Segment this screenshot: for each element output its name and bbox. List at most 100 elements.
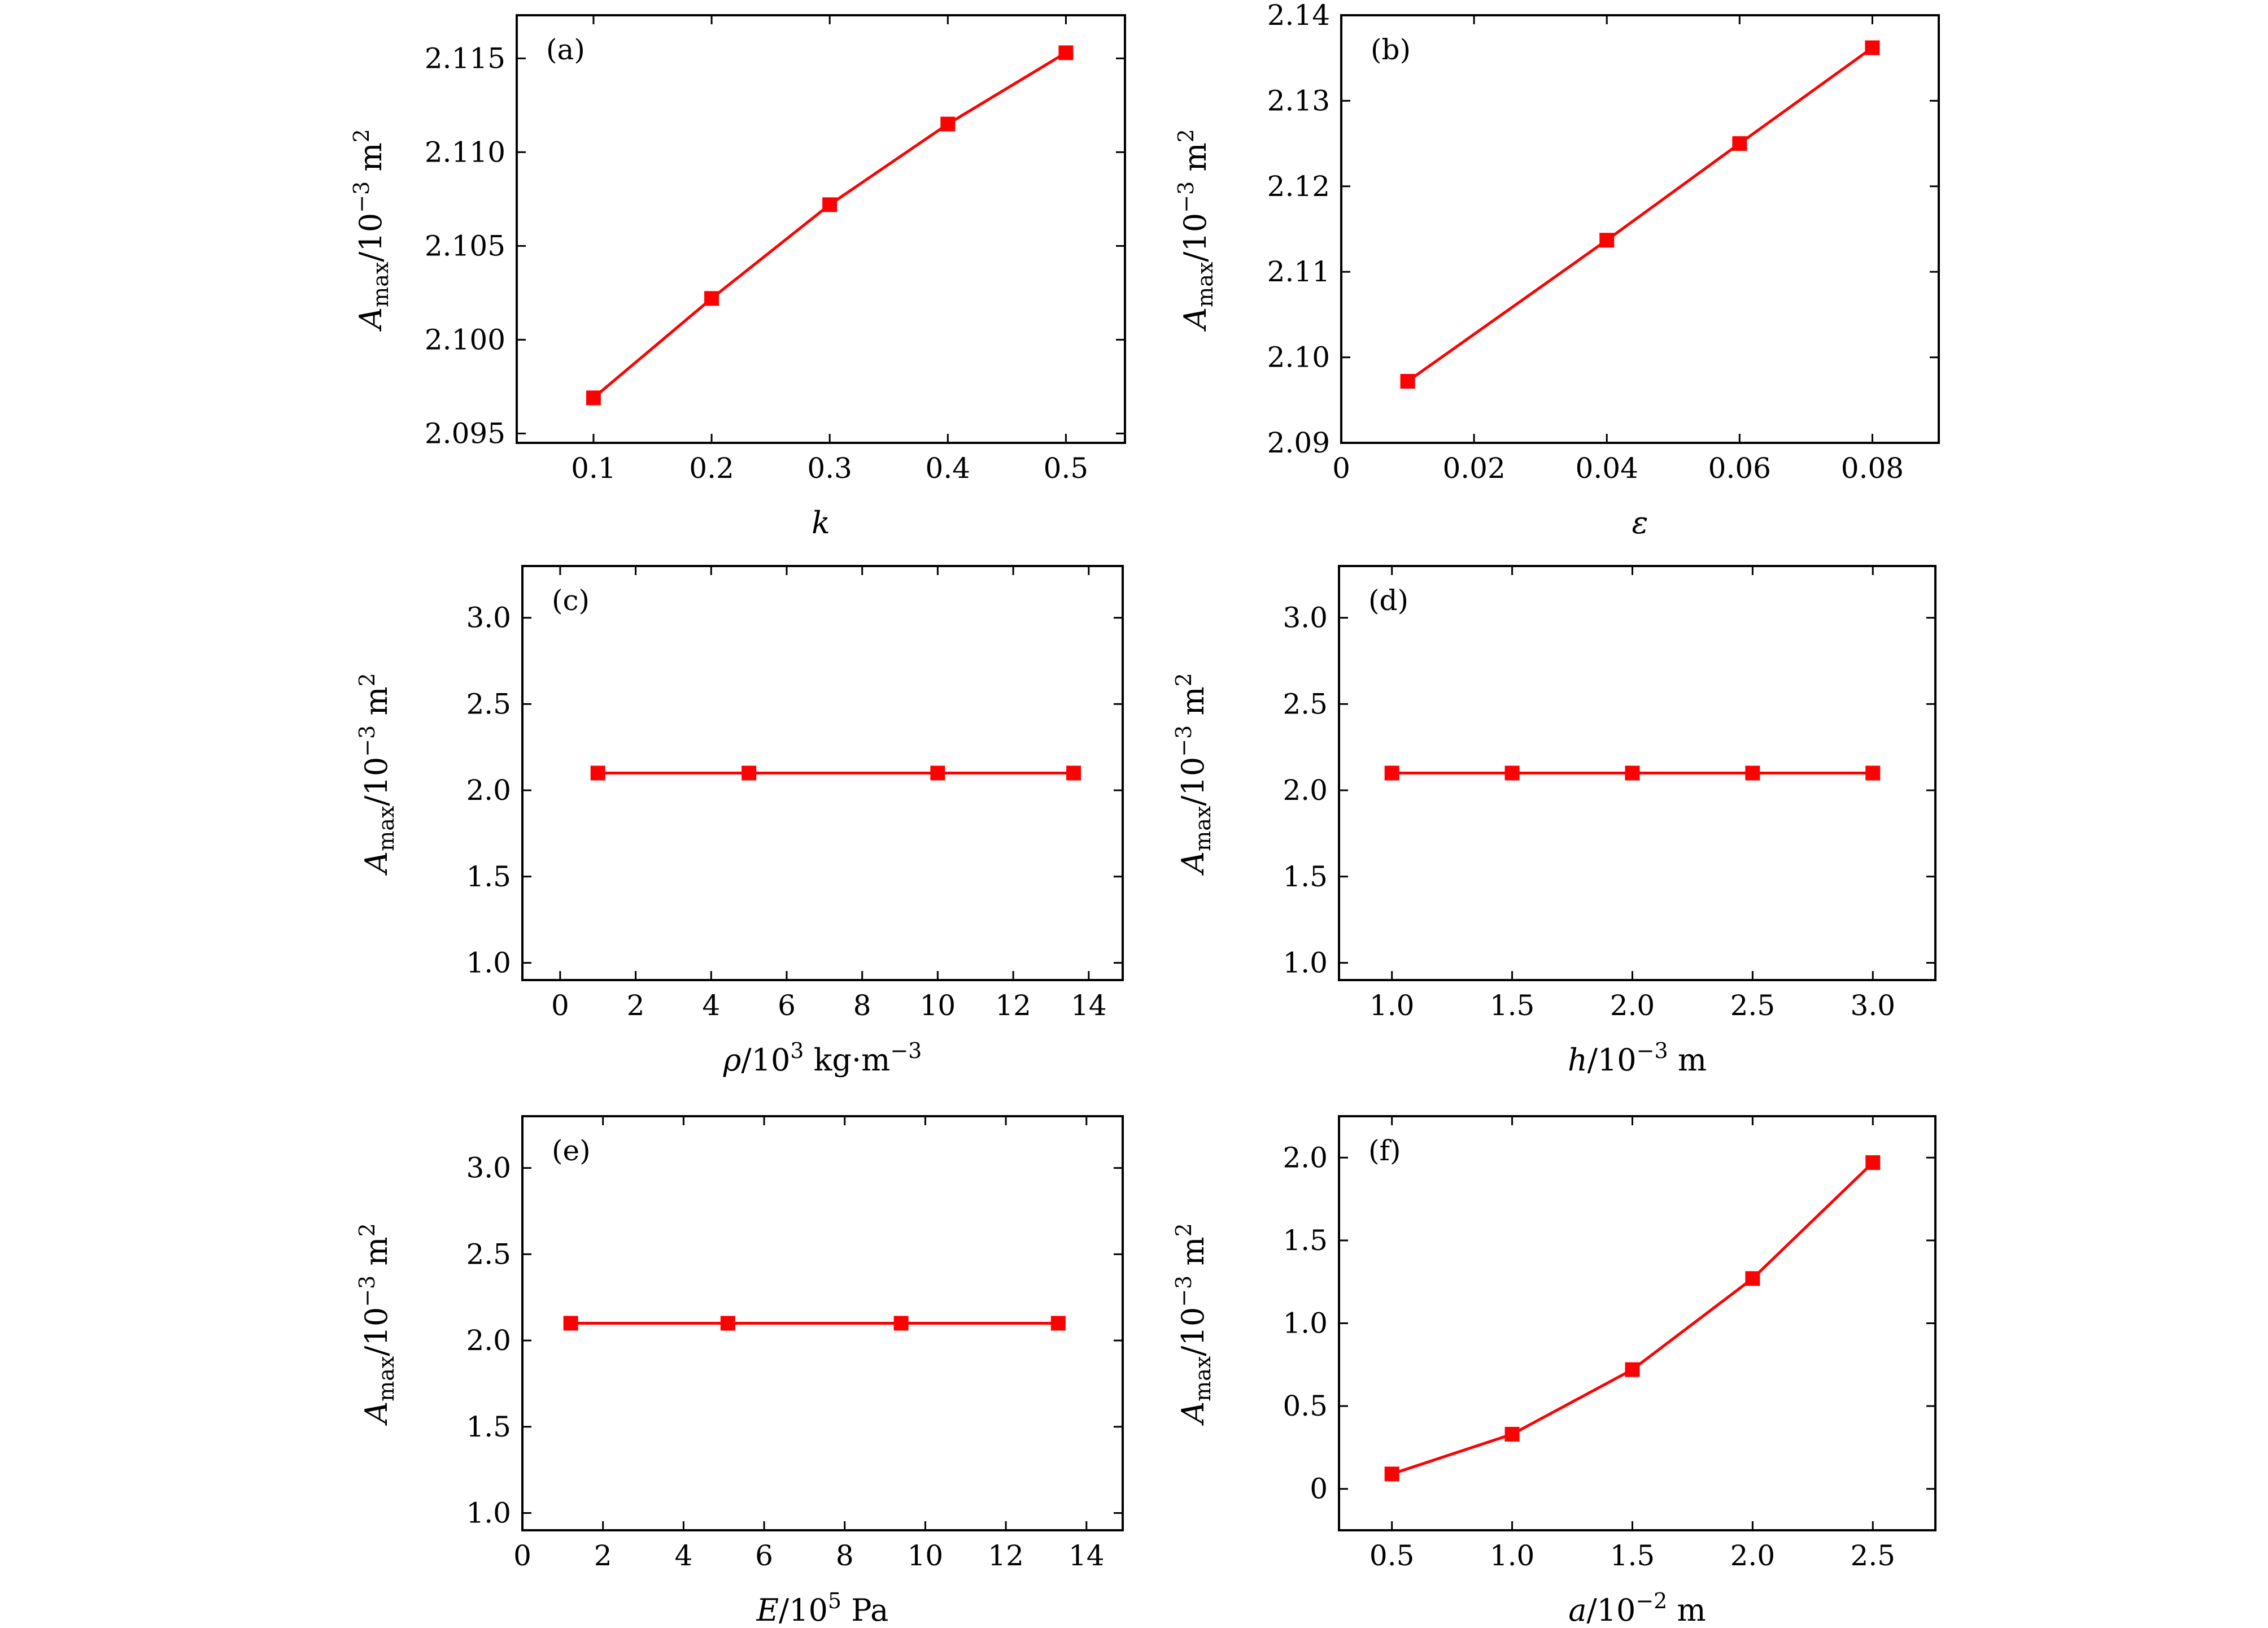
plot-frame	[516, 14, 1126, 444]
x-axis-unit-exponent: −3	[890, 1038, 922, 1063]
y-axis-label: Amax/10−3 m2	[355, 673, 399, 876]
y-axis-label: Amax/10−3 m2	[1174, 129, 1218, 332]
y-axis-symbol: A	[359, 1401, 394, 1426]
x-tick-label: 4	[702, 989, 720, 1022]
y-axis-label: Amax/10−3 m2	[349, 129, 393, 332]
x-tick-label: 2.5	[1730, 989, 1776, 1022]
data-point	[1599, 233, 1615, 248]
y-axis-unit: m	[1177, 142, 1213, 181]
x-axis-label: ε	[1632, 505, 1648, 541]
y-axis-exponent: −3	[355, 725, 380, 757]
y-axis-unit-exponent: 2	[355, 673, 380, 686]
x-tick-label: 14	[1071, 989, 1107, 1022]
x-tick-label: 0.06	[1708, 452, 1771, 485]
x-tick-label: 1.0	[1369, 989, 1415, 1022]
y-axis-label: Amax/10−3 m2	[1171, 673, 1215, 876]
y-tick-label: 2.10	[1267, 341, 1330, 374]
x-axis-unit-base: /10	[1586, 1592, 1635, 1628]
data-point	[893, 1316, 909, 1331]
y-axis-subscript: max	[374, 806, 399, 851]
plot-frame	[521, 565, 1124, 981]
x-tick-label: 10	[908, 1539, 944, 1572]
y-tick-label: 1.5	[466, 860, 511, 893]
data-point	[586, 390, 601, 406]
x-tick-label: 0	[551, 989, 569, 1022]
y-axis-unit-base: /10	[1175, 1307, 1211, 1356]
x-axis-unit: kg·m	[804, 1042, 890, 1078]
y-tick-label: 2.0	[466, 1324, 511, 1357]
y-tick-label: 1.5	[1283, 1224, 1328, 1257]
y-tick-label: 2.14	[1267, 0, 1330, 32]
data-point	[1732, 136, 1747, 151]
y-axis-exponent: −3	[1171, 1276, 1196, 1307]
data-point	[704, 291, 719, 306]
y-tick-label: 1.5	[1283, 860, 1328, 893]
y-tick-label: 2.5	[466, 687, 511, 720]
y-axis-unit: m	[359, 686, 394, 725]
x-tick-label: 14	[1068, 1539, 1105, 1572]
data-point	[1384, 765, 1399, 781]
y-axis-unit-exponent: 2	[1171, 1223, 1196, 1237]
y-tick-label: 0	[1310, 1473, 1328, 1505]
y-axis-unit-exponent: 2	[349, 129, 374, 142]
data-point	[1625, 1362, 1640, 1377]
y-axis-label: Amax/10−3 m2	[355, 1223, 399, 1426]
y-tick-label: 2.115	[425, 42, 505, 75]
y-axis-unit: m	[359, 1237, 394, 1275]
x-axis-symbol: ρ	[723, 1042, 742, 1078]
x-axis-exponent: 5	[828, 1588, 841, 1613]
x-tick-label: 1.5	[1610, 1539, 1655, 1572]
y-tick-label: 1.0	[1283, 1307, 1328, 1340]
y-tick-label: 2.09	[1267, 426, 1330, 459]
panel-label: (d)	[1368, 584, 1408, 617]
x-axis-label: k	[812, 505, 830, 541]
x-axis-symbol: h	[1568, 1042, 1587, 1078]
chart-panel: 0.1 0.2 0.3 0.4 0.5 2.095 2.100 2.105 2.110 2.115…	[349, 14, 1126, 541]
x-tick-label: 1.0	[1490, 1539, 1535, 1572]
plot-frame	[521, 1115, 1124, 1531]
y-tick-label: 2.0	[466, 774, 511, 807]
y-tick-label: 2.5	[466, 1238, 511, 1270]
x-axis-label: E/105 Pa	[756, 1588, 889, 1628]
x-tick-label: 1.5	[1490, 989, 1535, 1022]
x-axis-exponent: 3	[790, 1038, 804, 1063]
x-axis-symbol: E	[756, 1592, 779, 1628]
y-axis-unit: m	[353, 142, 389, 181]
data-point	[1504, 765, 1520, 781]
y-axis-subscript: max	[1190, 806, 1215, 851]
data-point	[1400, 373, 1415, 389]
chart-panel: 0 0.02 0.04 0.06 0.08 2.09 2.10 2.11 2.12 2.13 2.1…	[1174, 0, 1940, 541]
plot-frame	[1338, 565, 1936, 981]
x-axis-label: h/10−3 m	[1568, 1038, 1707, 1078]
x-tick-label: 4	[674, 1539, 692, 1572]
x-tick-label: 0.04	[1576, 452, 1638, 485]
panel-label: (e)	[552, 1134, 591, 1167]
x-tick-label: 6	[755, 1539, 773, 1572]
y-axis-unit-base: /10	[359, 757, 394, 806]
x-tick-label: 2	[594, 1539, 612, 1572]
chart-panel: 0.5 1.0 1.5 2.0 2.500.51.01.52.0 (f)a/10−2 mA…	[1171, 1115, 1936, 1628]
x-tick-label: 8	[853, 989, 871, 1022]
data-point	[822, 197, 838, 212]
y-axis-symbol: A	[353, 307, 389, 332]
y-tick-label: 2.11	[1267, 255, 1330, 288]
data-point	[1625, 765, 1640, 781]
x-axis-unit-base: /10	[741, 1042, 790, 1078]
data-point	[590, 765, 605, 781]
data-point	[1066, 765, 1081, 781]
x-tick-label: 12	[995, 989, 1031, 1022]
x-axis-symbol: k	[812, 505, 830, 541]
x-tick-label: 0.3	[807, 452, 852, 485]
chart-panel: 0 2 4 6 8 10 12 141.01.52.02.53.0(c)ρ/103 kg·m−…	[355, 565, 1124, 1078]
x-tick-label: 0.02	[1442, 452, 1505, 485]
y-tick-label: 2.12	[1267, 170, 1330, 203]
y-axis-subscript: max	[1193, 262, 1218, 307]
y-tick-label: 1.0	[1283, 946, 1328, 979]
data-point	[1745, 1271, 1760, 1286]
y-axis-unit-exponent: 2	[1171, 673, 1196, 686]
y-tick-label: 2.100	[425, 323, 505, 356]
y-axis-symbol: A	[359, 851, 394, 876]
y-tick-label: 2.095	[425, 417, 505, 450]
x-tick-label: 0.08	[1841, 452, 1904, 485]
